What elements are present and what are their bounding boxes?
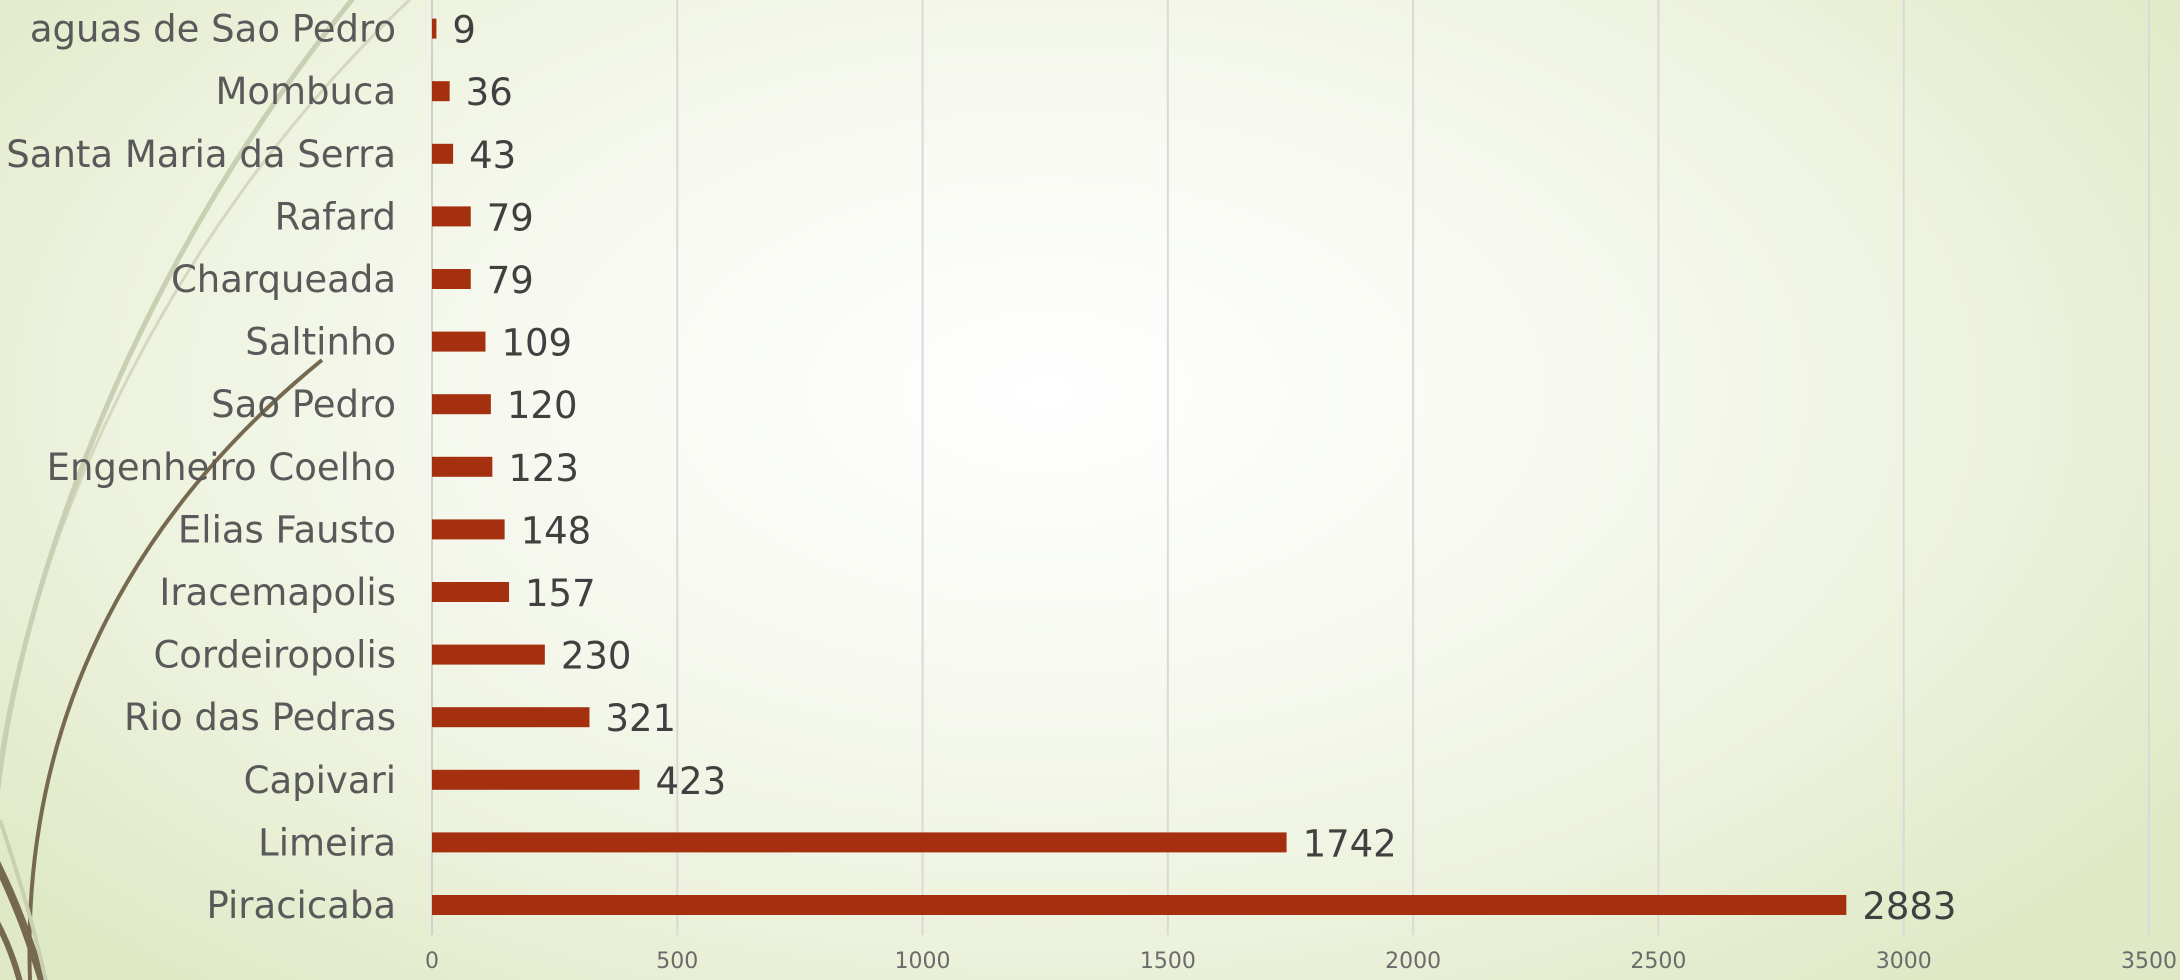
- category-label: Cordeiropolis: [153, 634, 396, 677]
- swoosh-light-inner: [0, 0, 356, 794]
- category-label: aguas de Sao Pedro: [30, 8, 396, 51]
- category-label: Charqueada: [171, 258, 396, 301]
- category-label: Santa Maria da Serra: [6, 133, 396, 176]
- category-label: Elias Fausto: [178, 508, 396, 551]
- data-labels: 2883 1742 423 321 230 157 148 123 120 109 79 79 43 36…: [452, 9, 1956, 928]
- data-label: 36: [466, 71, 513, 114]
- category-label: Saltinho: [245, 321, 396, 364]
- category-label: Sao Pedro: [211, 383, 396, 426]
- bar: [432, 519, 505, 540]
- x-tick-label: 3000: [1876, 949, 1932, 974]
- swoosh-dark-main: [27, 358, 324, 980]
- bar: [432, 269, 471, 289]
- x-axis-ticks: 0 500 1000 1500 2000 2500 3000 3500: [425, 949, 2177, 974]
- data-label: 1742: [1303, 822, 1397, 865]
- data-label: 9: [452, 9, 476, 52]
- gridlines: [676, 0, 2150, 935]
- category-label: Limeira: [258, 821, 396, 864]
- category-label: Iracemapolis: [159, 571, 396, 614]
- bar: [432, 456, 493, 477]
- data-label: 120: [507, 384, 578, 427]
- category-labels: Piracicaba Limeira Capivari Rio das Pedras C…: [6, 8, 396, 927]
- x-tick-label: 3500: [2121, 949, 2177, 974]
- bars: [432, 18, 1847, 915]
- x-tick-label: 1000: [895, 949, 951, 974]
- x-tick-label: 2000: [1385, 949, 1441, 974]
- x-tick-label: 500: [656, 949, 698, 974]
- swoosh-dark-thick-1: [0, 861, 47, 980]
- bar: [432, 81, 450, 102]
- category-label: Capivari: [244, 759, 396, 802]
- category-label: Mombuca: [215, 70, 396, 113]
- data-label: 79: [487, 259, 534, 302]
- bar: [432, 394, 491, 415]
- bar: [432, 707, 590, 728]
- category-label: Piracicaba: [207, 884, 396, 927]
- bar: [432, 18, 437, 39]
- data-label: 43: [469, 134, 516, 177]
- swoosh-light-lower: [0, 819, 48, 980]
- data-label: 230: [561, 635, 632, 678]
- bar: [432, 832, 1287, 853]
- bar: [432, 331, 486, 352]
- category-label: Engenheiro Coelho: [47, 446, 396, 489]
- x-tick-label: 1500: [1140, 949, 1196, 974]
- data-label: 157: [525, 572, 596, 615]
- decorative-swooshes: [0, 0, 412, 980]
- data-label: 79: [487, 196, 534, 239]
- bar: [432, 206, 471, 227]
- data-label: 423: [656, 760, 727, 803]
- bar: [432, 143, 454, 164]
- data-label: 148: [521, 509, 592, 552]
- bar: [432, 769, 640, 790]
- swoosh-dark-thick-2: [0, 921, 23, 980]
- bar: [432, 644, 545, 665]
- category-label: Rafard: [275, 195, 396, 238]
- x-tick-label: 2500: [1630, 949, 1686, 974]
- category-label: Rio das Pedras: [124, 696, 396, 739]
- data-label: 2883: [1862, 885, 1956, 928]
- bar: [432, 582, 510, 602]
- data-label: 321: [605, 697, 676, 740]
- data-label: 123: [508, 447, 579, 490]
- x-tick-label: 0: [425, 949, 439, 974]
- bar: [432, 895, 1847, 915]
- data-label: 109: [501, 322, 572, 365]
